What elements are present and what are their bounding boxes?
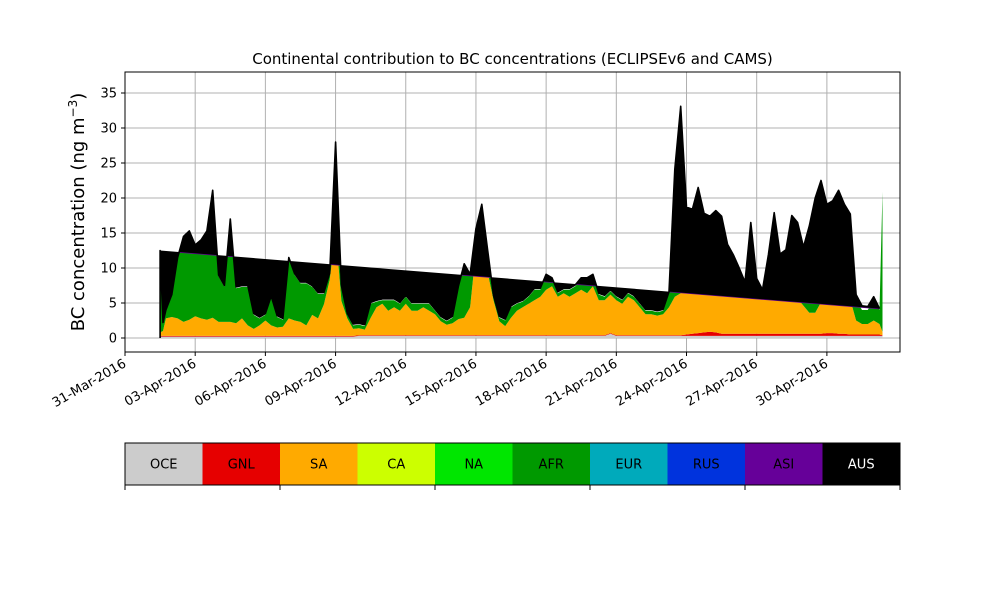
legend-label-afr: AFR	[539, 458, 564, 473]
legend-swatch-asi	[745, 443, 823, 485]
legend-swatch-na	[435, 443, 513, 485]
legend-swatch-gnl	[202, 443, 281, 485]
legend-swatch-ca	[357, 443, 436, 485]
legend-swatch-afr	[512, 443, 591, 485]
legend-label-aus: AUS	[848, 458, 875, 473]
area-series-gnl	[160, 331, 883, 337]
y-tick-label: 20	[100, 192, 117, 207]
legend-swatch-eur	[590, 443, 668, 485]
y-tick-label: 15	[100, 227, 117, 242]
y-axis-ticks: 0 5 10 15 20 25 30 35	[100, 87, 125, 347]
legend-frame	[124, 442, 901, 486]
y-axis-label-close: )	[68, 93, 89, 100]
legend-label-rus: RUS	[693, 458, 720, 473]
y-axis-label-main: BC concentration (ng m	[68, 117, 89, 331]
chart-title: Continental contribution to BC concentra…	[252, 50, 773, 68]
y-axis-label: BC concentration (ng m−3)	[66, 93, 89, 332]
area-series-aus	[160, 106, 880, 325]
legend-label-ca: CA	[387, 458, 405, 473]
legend-colorbar: OCE GNL SA CA NA AFR EUR RUS ASI AUS	[124, 442, 901, 490]
y-tick-label: 30	[100, 122, 117, 137]
y-axis-label-exponent: −3	[66, 100, 80, 118]
plot-frame	[124, 71, 901, 353]
y-tick-label: 5	[109, 297, 117, 312]
legend-swatch-sa	[280, 443, 358, 485]
legend-label-eur: EUR	[615, 458, 642, 473]
legend-label-oce: OCE	[150, 458, 178, 473]
legend-swatch-aus	[822, 443, 901, 485]
y-tick-label: 35	[100, 87, 117, 102]
area-series-sa	[160, 226, 883, 336]
y-tick-label: 10	[100, 262, 117, 277]
series-line-total	[159, 105, 881, 338]
legend-swatch-rus	[667, 443, 746, 485]
legend-label-sa: SA	[310, 458, 327, 473]
total-outline	[159, 105, 881, 338]
legend-label-na: NA	[464, 458, 483, 473]
legend-label-gnl: GNL	[228, 458, 256, 473]
legend-swatch-oce	[125, 443, 203, 485]
y-tick-label: 25	[100, 157, 117, 172]
y-tick-label: 0	[109, 332, 117, 347]
legend-label-asi: ASI	[773, 458, 794, 473]
